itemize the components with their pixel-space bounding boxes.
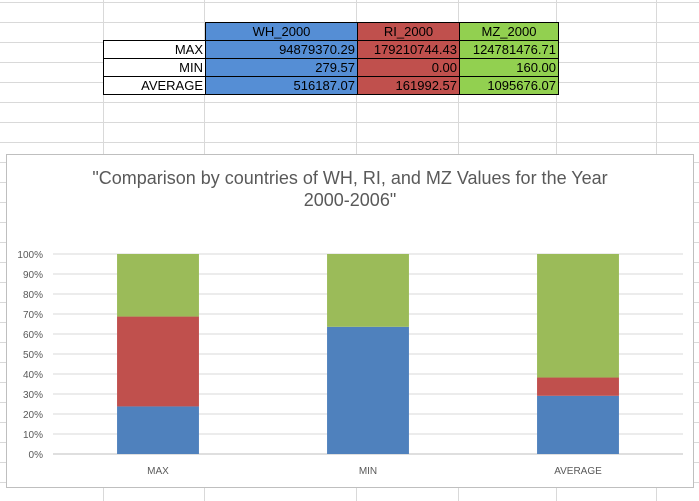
y-tick-label: 10%: [23, 430, 43, 441]
table-row: MIN 279.57 0.00 160.00: [103, 58, 559, 77]
cell-average-ri[interactable]: 161992.57: [357, 76, 460, 95]
y-tick-label: 50%: [23, 350, 43, 361]
cell-max-mz[interactable]: 124781476.71: [459, 40, 559, 59]
y-tick-label: 70%: [23, 310, 43, 321]
x-tick-label: MIN: [359, 466, 377, 477]
bar-segment: [117, 316, 199, 407]
y-tick-label: 80%: [23, 290, 43, 301]
row-label-max[interactable]: MAX: [103, 40, 206, 59]
bar-segment: [117, 406, 199, 454]
y-tick-label: 90%: [23, 270, 43, 281]
bar-segment: [327, 254, 409, 327]
chart-title-line-2: 2000-2006": [303, 190, 397, 210]
cell-max-ri[interactable]: 179210744.43: [357, 40, 460, 59]
bar-segment: [537, 395, 619, 454]
y-tick-label: 40%: [23, 370, 43, 381]
bar-segment: [537, 254, 619, 378]
table-header-row: WH_2000 RI_2000 MZ_2000: [103, 22, 559, 41]
bar-segment: [117, 254, 199, 317]
header-ri[interactable]: RI_2000: [357, 22, 460, 41]
y-tick-label: 30%: [23, 390, 43, 401]
table-row: MAX 94879370.29 179210744.43 124781476.7…: [103, 40, 559, 59]
y-tick-label: 20%: [23, 410, 43, 421]
cell-min-mz[interactable]: 160.00: [459, 58, 559, 77]
y-tick-label: 100%: [17, 250, 43, 261]
bar-segment: [537, 377, 619, 396]
summary-table: WH_2000 RI_2000 MZ_2000 MAX 94879370.29 …: [103, 22, 559, 95]
cell-average-mz[interactable]: 1095676.07: [459, 76, 559, 95]
x-tick-label: AVERAGE: [554, 466, 602, 477]
bar-segment: [327, 326, 409, 454]
cell-min-wh[interactable]: 279.57: [205, 58, 358, 77]
table-row: AVERAGE 516187.07 161992.57 1095676.07: [103, 76, 559, 95]
cell-average-wh[interactable]: 516187.07: [205, 76, 358, 95]
chart-title: "Comparison by countries of WH, RI, and …: [7, 167, 693, 211]
chart-object[interactable]: "Comparison by countries of WH, RI, and …: [6, 154, 694, 488]
header-mz[interactable]: MZ_2000: [459, 22, 559, 41]
y-tick-label: 60%: [23, 330, 43, 341]
row-label-min[interactable]: MIN: [103, 58, 206, 77]
chart-title-line-1: "Comparison by countries of WH, RI, and …: [92, 168, 608, 188]
header-wh[interactable]: WH_2000: [205, 22, 358, 41]
table-corner-cell[interactable]: [103, 22, 206, 41]
row-label-average[interactable]: AVERAGE: [103, 76, 206, 95]
cell-max-wh[interactable]: 94879370.29: [205, 40, 358, 59]
y-tick-label: 0%: [29, 450, 44, 461]
x-tick-label: MAX: [147, 466, 169, 477]
cell-min-ri[interactable]: 0.00: [357, 58, 460, 77]
chart-plot: 0% 10% 20% 30% 40% 50% 60% 70% 80% 90% 100% MAX MIN A…: [17, 250, 683, 477]
